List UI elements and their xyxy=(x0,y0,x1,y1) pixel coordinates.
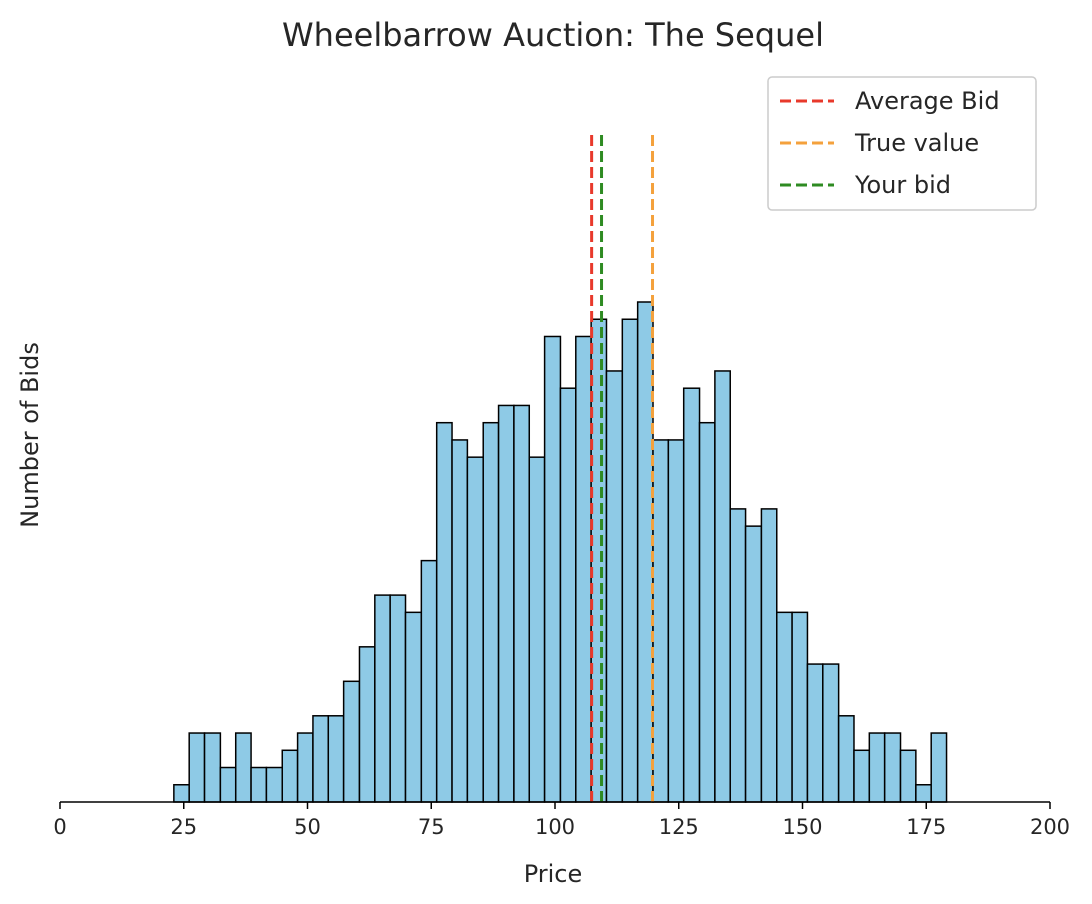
histogram-bar xyxy=(575,335,592,803)
legend-frame xyxy=(767,76,1037,211)
histogram-bar xyxy=(791,611,809,803)
histogram-bar xyxy=(203,732,222,803)
histogram-bar xyxy=(590,318,608,803)
histogram-bar xyxy=(312,715,330,803)
histogram-bar xyxy=(543,335,562,803)
x-tick-label: 200 xyxy=(1030,815,1070,839)
histogram-bar xyxy=(930,732,948,803)
bars-group xyxy=(173,301,948,803)
x-tick-label: 100 xyxy=(535,815,575,839)
histogram-bar xyxy=(853,749,871,803)
histogram-bar xyxy=(621,318,639,803)
histogram-bar xyxy=(327,715,345,803)
histogram-bar xyxy=(435,421,453,803)
histogram-bar xyxy=(682,387,701,803)
legend-label: Your bid xyxy=(854,171,951,199)
histogram-bar xyxy=(698,421,716,803)
x-tick-label: 150 xyxy=(782,815,822,839)
histogram-bar xyxy=(188,732,206,803)
chart-title: Wheelbarrow Auction: The Sequel xyxy=(282,16,824,54)
histogram-bar xyxy=(636,301,654,803)
histogram-bar xyxy=(714,370,731,803)
legend-label: Average Bid xyxy=(855,87,1000,115)
histogram-bar xyxy=(404,611,423,803)
x-tick-label: 50 xyxy=(294,815,321,839)
x-tick-label: 75 xyxy=(418,815,445,839)
histogram-bar xyxy=(559,387,577,803)
histogram-bar xyxy=(250,766,268,803)
x-tick-label: 25 xyxy=(170,815,197,839)
y-axis-label: Number of Bids xyxy=(16,342,44,528)
histogram-bar xyxy=(899,749,917,803)
x-axis-label: Price xyxy=(524,860,583,888)
histogram-bar xyxy=(296,732,314,803)
histogram-bar xyxy=(915,784,932,803)
histogram-bar xyxy=(451,439,469,803)
legend-label: True value xyxy=(854,129,979,157)
histogram-bar xyxy=(466,456,484,803)
histogram-bar xyxy=(482,421,500,803)
legend: Average Bid True value Your bid xyxy=(767,76,1037,211)
histogram-bar xyxy=(744,525,763,803)
x-ticks-group: 0 25 50 75 100 125 150 175 200 xyxy=(53,802,1070,839)
histogram-bar xyxy=(420,559,438,803)
histogram-bar xyxy=(605,370,624,803)
histogram-bar xyxy=(652,439,670,803)
histogram-bar xyxy=(497,404,515,803)
histogram-bar xyxy=(822,663,840,803)
histogram-bar xyxy=(868,732,886,803)
histogram-bar xyxy=(513,404,531,803)
histogram-bar xyxy=(173,784,190,803)
histogram-bar xyxy=(219,766,237,803)
histogram-bar xyxy=(776,611,793,803)
histogram-bar xyxy=(265,766,284,803)
histogram-bar xyxy=(374,594,391,803)
histogram-bar xyxy=(667,439,685,803)
histogram-bar xyxy=(342,680,361,803)
histogram-bar xyxy=(389,594,407,803)
histogram-bar xyxy=(528,456,546,803)
x-tick-label: 0 xyxy=(53,815,66,839)
histogram-bar xyxy=(837,715,855,803)
x-tick-label: 125 xyxy=(659,815,699,839)
histogram-bar xyxy=(729,508,747,803)
histogram-bar xyxy=(883,732,902,803)
histogram-bar xyxy=(806,663,824,803)
histogram-bar xyxy=(760,508,778,803)
histogram-bar xyxy=(358,646,376,803)
histogram-bar xyxy=(281,749,299,803)
histogram-bar xyxy=(234,732,252,803)
x-tick-label: 175 xyxy=(906,815,946,839)
